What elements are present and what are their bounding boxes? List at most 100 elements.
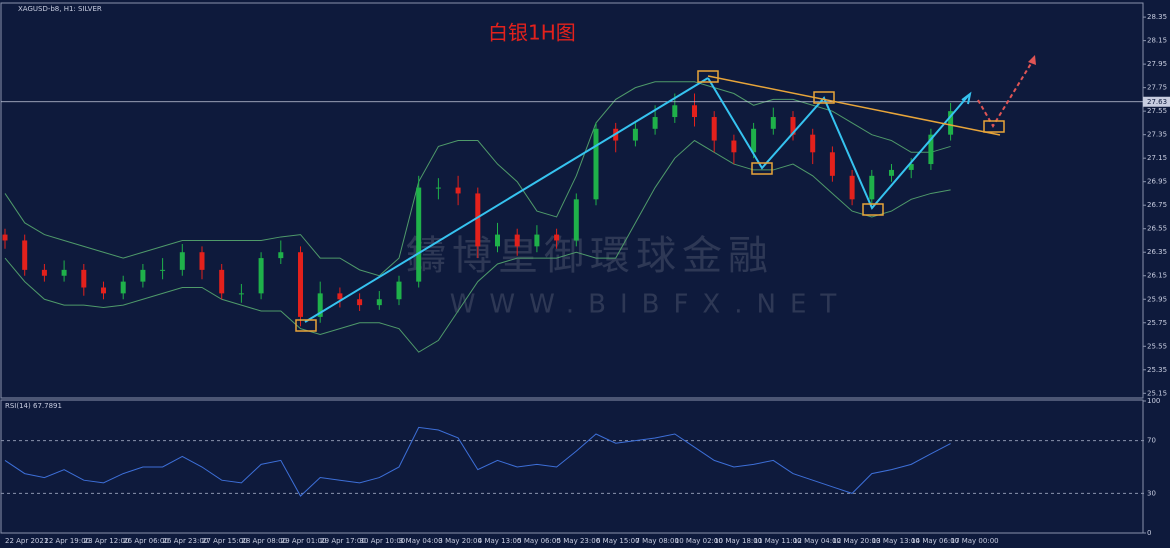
candle-body bbox=[829, 152, 835, 176]
x-tick-label: 3 May 04:00 bbox=[399, 537, 443, 545]
candle-body bbox=[278, 252, 284, 259]
candle-body bbox=[632, 128, 638, 141]
candle-body bbox=[61, 269, 67, 276]
y-tick-label: 25.95 bbox=[1147, 295, 1167, 303]
candle-body bbox=[869, 175, 875, 200]
last-price-box bbox=[1143, 96, 1170, 107]
candle-body bbox=[534, 234, 540, 247]
x-tick-label: 14 May 06:00 bbox=[911, 537, 959, 545]
symbol-label: XAGUSD-b8, H1: SILVER bbox=[18, 5, 102, 13]
x-tick-label: 29 Apr 17:00 bbox=[320, 537, 366, 545]
candle-body bbox=[731, 140, 737, 153]
x-tick-label: 29 Apr 01:00 bbox=[281, 537, 327, 545]
candle-body bbox=[435, 187, 441, 189]
x-tick-label: 28 Apr 08:00 bbox=[241, 537, 287, 545]
candle-body bbox=[455, 187, 461, 194]
x-tick-label: 30 Apr 10:00 bbox=[360, 537, 406, 545]
marker-box bbox=[751, 162, 773, 175]
candle-body bbox=[652, 117, 658, 129]
candle-body bbox=[120, 281, 126, 294]
y-tick-label: 27.95 bbox=[1147, 60, 1167, 68]
x-tick-label: 7 May 08:00 bbox=[635, 537, 679, 545]
arrow-head bbox=[961, 91, 972, 105]
candle-body bbox=[711, 117, 717, 141]
y-tick-label: 26.75 bbox=[1147, 201, 1167, 209]
y-tick-label: 25.35 bbox=[1147, 366, 1167, 374]
marker-box bbox=[697, 70, 719, 83]
candle-body bbox=[416, 187, 422, 282]
drawings bbox=[295, 55, 1036, 332]
main-frame bbox=[0, 2, 1144, 399]
y-tick-label: 27.75 bbox=[1147, 84, 1167, 92]
candle-body bbox=[179, 252, 185, 270]
band-line bbox=[4, 139, 951, 353]
candle-body bbox=[692, 105, 697, 118]
y-tick-label: 0 bbox=[1147, 529, 1151, 537]
rsi-frame bbox=[0, 399, 1144, 534]
zigzag bbox=[707, 77, 969, 210]
resistance-line bbox=[707, 75, 1001, 136]
candle-body bbox=[396, 281, 402, 300]
last-price-label: 27.63 bbox=[1147, 98, 1167, 106]
indicator-value: 67.7891 bbox=[33, 402, 62, 410]
y-tick-label: 70 bbox=[1147, 437, 1156, 445]
rsi-line bbox=[4, 426, 951, 497]
candle-body bbox=[810, 134, 816, 153]
x-tick-label: 26 Apr 23:00 bbox=[163, 537, 209, 545]
y-tick-label: 28.35 bbox=[1147, 13, 1167, 21]
candle-body bbox=[101, 287, 106, 294]
candle-body bbox=[514, 234, 520, 247]
candle-body bbox=[219, 269, 225, 294]
candle-body bbox=[22, 240, 28, 270]
candle-body bbox=[573, 199, 579, 241]
marker-box bbox=[983, 120, 1005, 133]
candle-body bbox=[258, 258, 264, 294]
candle-body bbox=[160, 269, 166, 271]
marker-box bbox=[862, 203, 884, 216]
candle-body bbox=[554, 234, 560, 241]
candle-body bbox=[317, 293, 323, 317]
candle-body bbox=[140, 269, 146, 282]
x-tick-label: 22 Apr 2021 bbox=[5, 537, 48, 545]
watermark: 鑄博皇御環球金融 bbox=[406, 233, 774, 279]
y-tick-label: 27.55 bbox=[1147, 107, 1167, 115]
x-tick-label: 27 Apr 15:00 bbox=[202, 537, 248, 545]
marker-box bbox=[813, 91, 835, 104]
x-tick-label: 10 May 18:00 bbox=[714, 537, 762, 545]
x-tick-label: 22 Apr 19:00 bbox=[44, 537, 90, 545]
y-tick-label: 26.95 bbox=[1147, 178, 1167, 186]
indicator-name: RSI(14) bbox=[5, 402, 31, 410]
x-tick-label: 5 May 23:00 bbox=[557, 537, 601, 545]
y-tick-label: 25.55 bbox=[1147, 342, 1167, 350]
candle-body bbox=[672, 105, 678, 118]
candle-body bbox=[790, 117, 796, 135]
candle-body bbox=[908, 164, 914, 170]
y-tick-label: 28.15 bbox=[1147, 37, 1167, 45]
candle-body bbox=[928, 134, 934, 165]
candle-body bbox=[495, 234, 500, 247]
y-tick-label: 26.15 bbox=[1147, 272, 1167, 280]
y-tick-label: 100 bbox=[1147, 397, 1160, 405]
marker-box bbox=[295, 319, 317, 332]
y-tick-label: 27.15 bbox=[1147, 154, 1167, 162]
arrow-head bbox=[1028, 55, 1036, 65]
x-tick-label: 10 May 02:00 bbox=[675, 537, 723, 545]
candle-body bbox=[889, 169, 894, 176]
y-tick-label: 26.55 bbox=[1147, 225, 1167, 233]
x-tick-label: 17 May 00:00 bbox=[951, 537, 999, 545]
trend-line bbox=[304, 77, 709, 323]
candle-body bbox=[751, 128, 757, 153]
candle-body bbox=[238, 293, 244, 295]
y-tick-label: 25.75 bbox=[1147, 319, 1167, 327]
x-tick-label: 11 May 11:00 bbox=[754, 537, 802, 545]
y-tick-label: 26.35 bbox=[1147, 248, 1167, 256]
x-tick-label: 23 Apr 12:00 bbox=[84, 537, 130, 545]
candle-body bbox=[81, 269, 87, 288]
x-tick-label: 13 May 13:00 bbox=[872, 537, 920, 545]
x-tick-label: 6 May 15:00 bbox=[596, 537, 640, 545]
candle-body bbox=[948, 111, 954, 135]
y-tick-label: 25.15 bbox=[1147, 389, 1167, 397]
x-tick-label: 26 Apr 06:00 bbox=[123, 537, 169, 545]
